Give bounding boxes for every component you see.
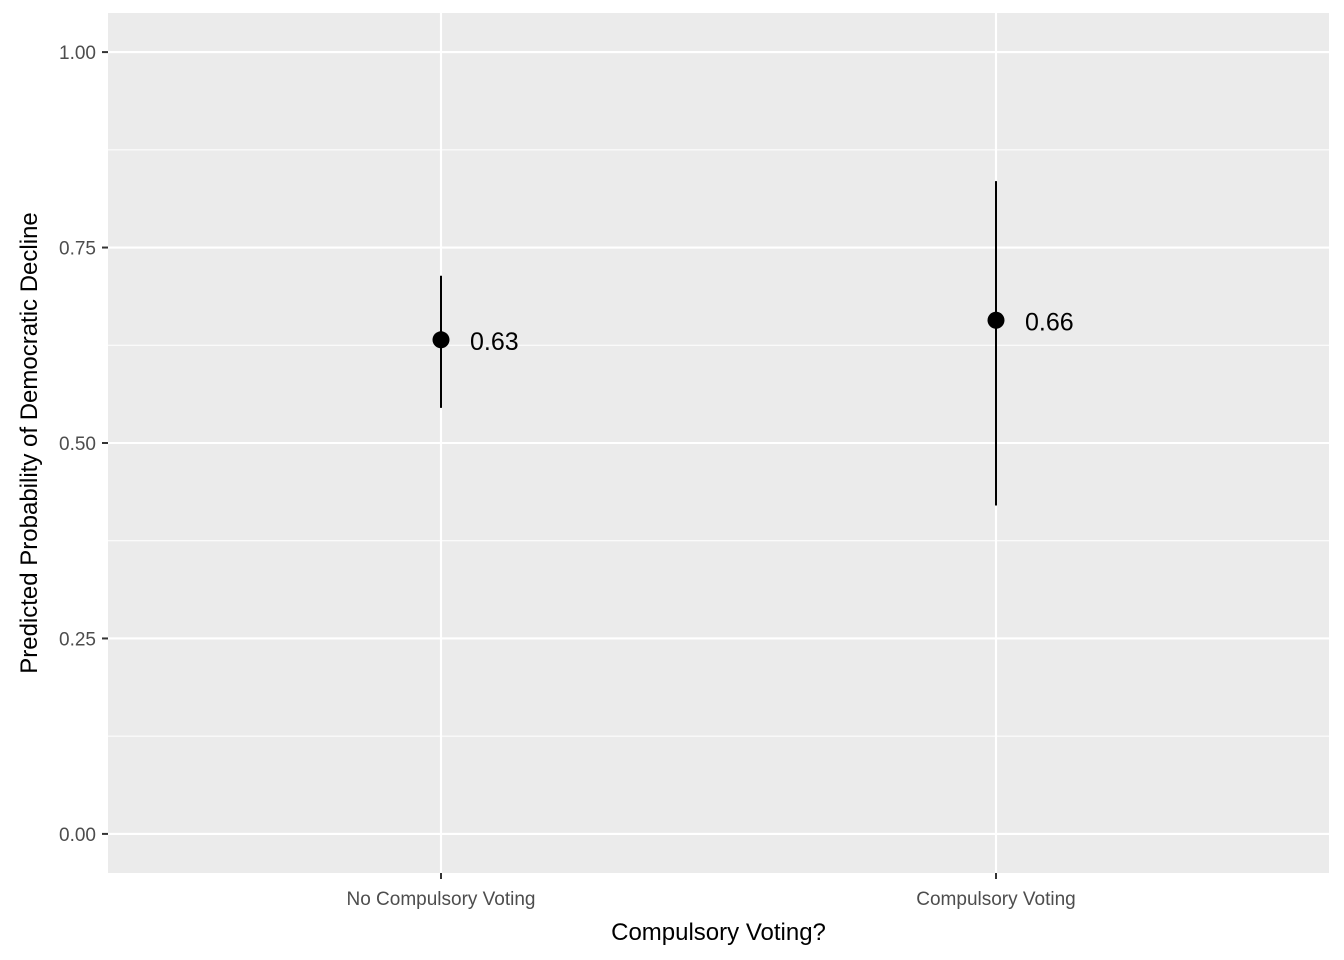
data-label: 0.66 [1025, 308, 1074, 336]
x-tick-label: Compulsory Voting [916, 889, 1075, 910]
x-axis: No Compulsory Voting Compulsory Voting [346, 873, 1076, 910]
y-tick-label: 0.75 [59, 239, 96, 260]
x-axis-title: Compulsory Voting? [611, 919, 826, 946]
y-tick-label: 0.50 [59, 434, 96, 455]
x-tick-label: No Compulsory Voting [346, 889, 535, 910]
grid-minor [108, 149, 1329, 737]
data-point [432, 331, 450, 349]
y-tick-label: 0.00 [59, 825, 96, 846]
data-point [987, 311, 1005, 329]
data-label: 0.63 [470, 328, 519, 356]
y-axis: 0.00 0.25 0.50 0.75 1.00 [59, 43, 108, 846]
y-tick-label: 1.00 [59, 43, 96, 64]
y-tick-label: 0.25 [59, 629, 96, 650]
data-marks: 0.63 0.66 [432, 181, 1074, 506]
y-axis-title: Predicted Probability of Democratic Decl… [16, 212, 43, 674]
